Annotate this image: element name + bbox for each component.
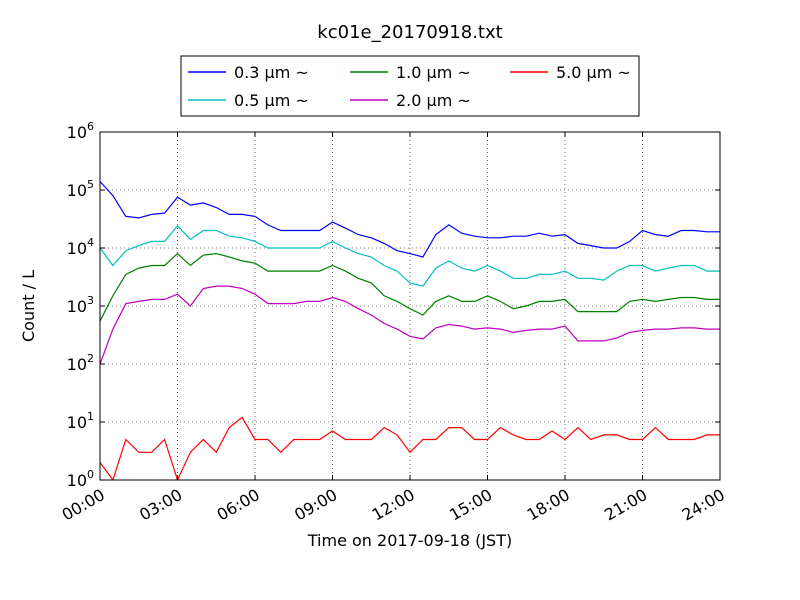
y-tick-label: 103 xyxy=(67,294,94,316)
series-line-1 xyxy=(100,224,720,287)
y-axis-label: Count / L xyxy=(19,270,38,342)
chart-title: kc01e_20170918.txt xyxy=(317,22,502,43)
legend-label: 2.0 μm ~ xyxy=(396,91,471,110)
series-line-2 xyxy=(100,252,720,322)
series-line-3 xyxy=(100,285,720,365)
x-axis-label: Time on 2017-09-18 (JST) xyxy=(307,531,512,550)
series-line-0 xyxy=(100,181,720,258)
y-tick-label: 102 xyxy=(67,352,94,374)
series-layer xyxy=(100,181,720,480)
y-tick-label: 104 xyxy=(67,236,94,258)
legend-label: 1.0 μm ~ xyxy=(396,63,471,82)
series-line-4 xyxy=(100,416,720,480)
legend-items: 0.3 μm ~ 0.5 μm ~ 1.0 μm ~ 2.0 μm ~ 5.0 μm ~ xyxy=(188,63,631,110)
legend-label: 0.5 μm ~ xyxy=(234,91,309,110)
y-tick-label: 100 xyxy=(67,468,94,490)
legend: 0.3 μm ~ 0.5 μm ~ 1.0 μm ~ 2.0 μm ~ 5.0 μm ~ xyxy=(180,55,640,117)
plot-border xyxy=(99,131,721,481)
y-tick-label: 106 xyxy=(67,120,94,142)
legend-label: 0.3 μm ~ xyxy=(234,63,309,82)
legend-box xyxy=(180,55,640,117)
y-axis-ticks: 100 101 102 103 104 105 106 xyxy=(67,120,720,490)
y-tick-label: 105 xyxy=(67,178,94,200)
y-tick-label: 101 xyxy=(67,410,94,432)
legend-label: 5.0 μm ~ xyxy=(556,63,631,82)
